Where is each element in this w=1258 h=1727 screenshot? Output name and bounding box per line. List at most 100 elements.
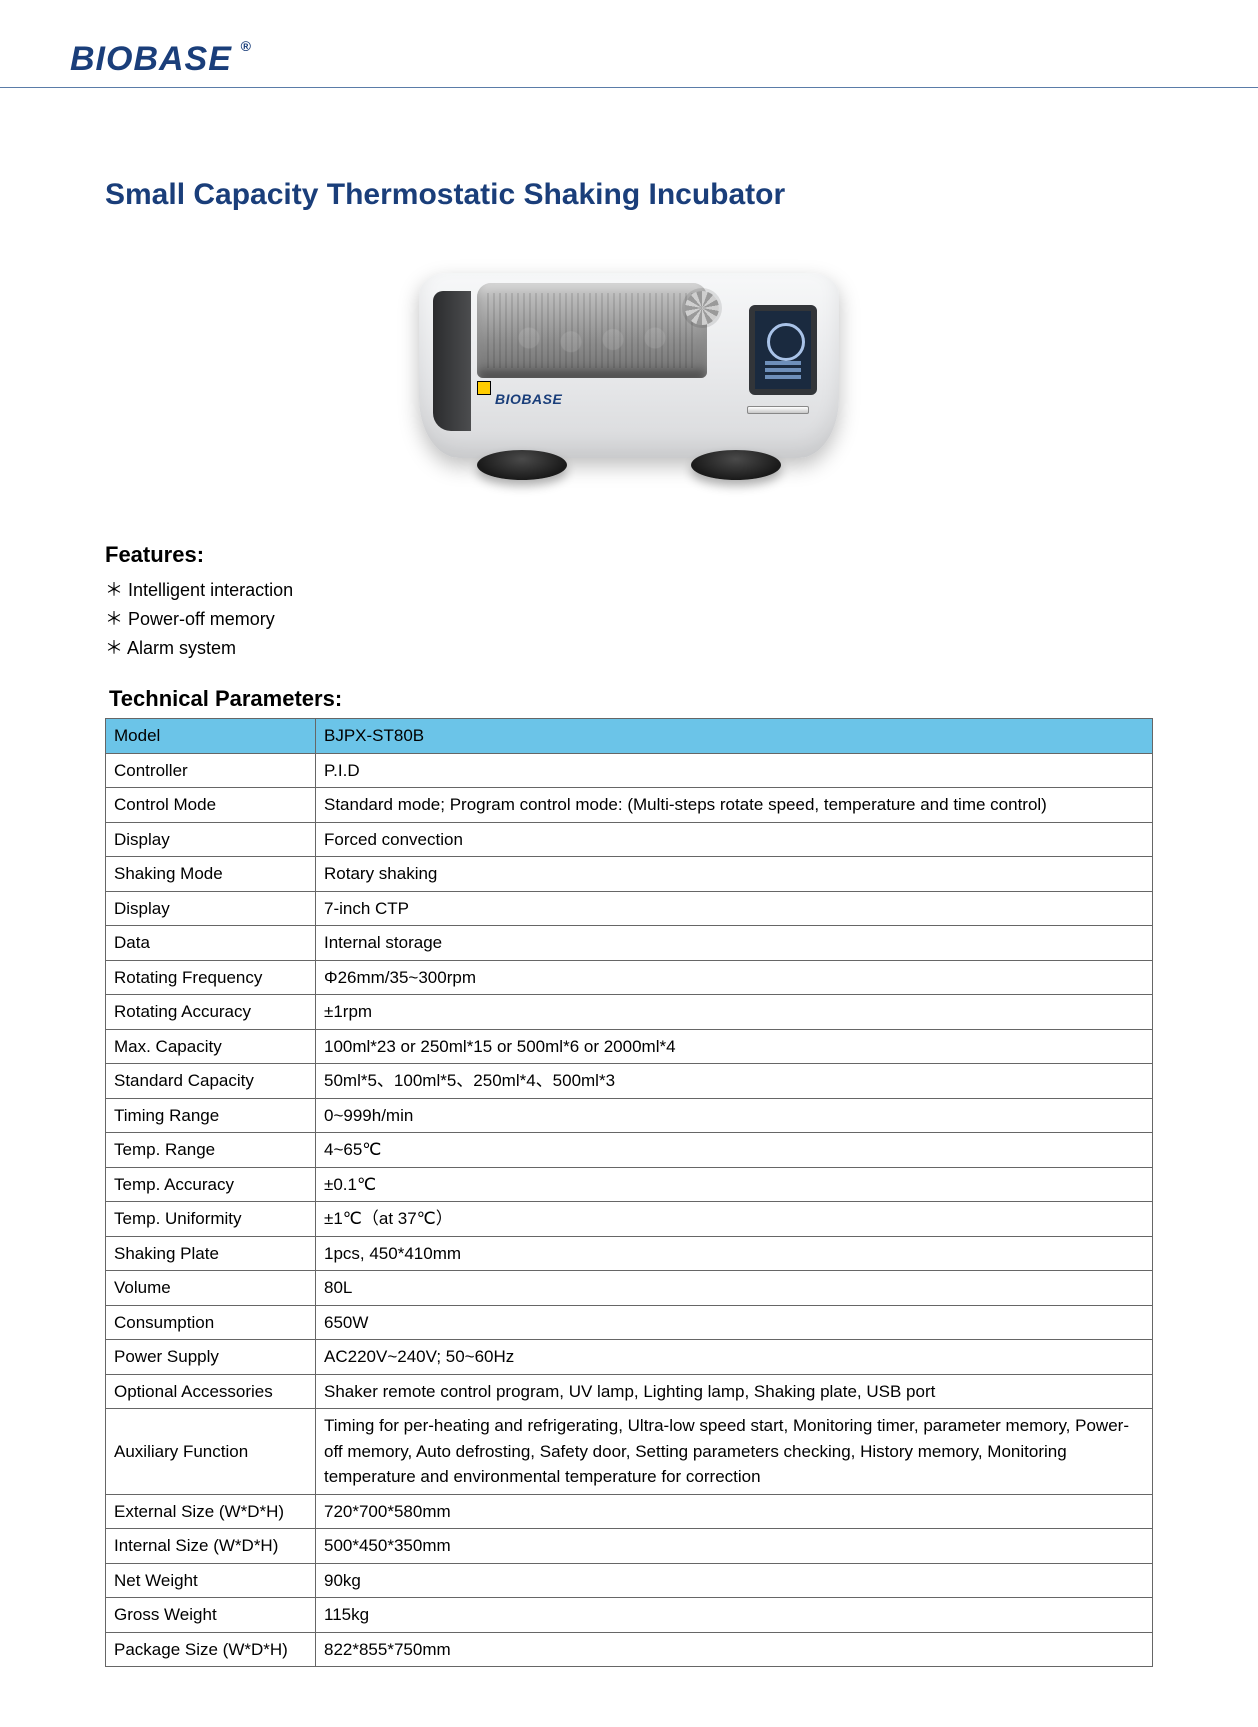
table-cell-param: Volume	[106, 1271, 316, 1306]
table-row: Temp. Range4~65℃	[106, 1133, 1153, 1168]
table-row: Display7-inch CTP	[106, 891, 1153, 926]
table-cell-param: Temp. Range	[106, 1133, 316, 1168]
table-row: Shaking Plate1pcs, 450*410mm	[106, 1236, 1153, 1271]
table-cell-value: 7-inch CTP	[316, 891, 1153, 926]
table-cell-value: 650W	[316, 1305, 1153, 1340]
brand-logo: BIOBASE®	[70, 40, 232, 79]
table-cell-param: Package Size (W*D*H)	[106, 1632, 316, 1667]
table-row: Internal Size (W*D*H)500*450*350mm	[106, 1529, 1153, 1564]
table-cell-param: Display	[106, 822, 316, 857]
registered-symbol: ®	[241, 38, 252, 54]
table-cell-param: Net Weight	[106, 1563, 316, 1598]
table-cell-param: Shaking Mode	[106, 857, 316, 892]
features-list: Intelligent interactionPower-off memoryA…	[105, 576, 1153, 662]
table-cell-value: Φ26mm/35~300rpm	[316, 960, 1153, 995]
table-cell-value: ±1℃（at 37℃）	[316, 1202, 1153, 1237]
page-title: Small Capacity Thermostatic Shaking Incu…	[105, 178, 1153, 212]
table-cell-param: Auxiliary Function	[106, 1409, 316, 1495]
table-cell-value: ±0.1℃	[316, 1167, 1153, 1202]
table-row: DataInternal storage	[106, 926, 1153, 961]
table-cell-value: P.I.D	[316, 753, 1153, 788]
table-cell-value: Rotary shaking	[316, 857, 1153, 892]
table-cell-param: Consumption	[106, 1305, 316, 1340]
table-cell-value: ±1rpm	[316, 995, 1153, 1030]
table-cell-param: Temp. Uniformity	[106, 1202, 316, 1237]
table-row: Package Size (W*D*H)822*855*750mm	[106, 1632, 1153, 1667]
table-cell-param: Internal Size (W*D*H)	[106, 1529, 316, 1564]
table-row: DisplayForced convection	[106, 822, 1153, 857]
table-row: ModelBJPX-ST80B	[106, 719, 1153, 754]
table-cell-param: Rotating Frequency	[106, 960, 316, 995]
device-foot-right	[691, 450, 781, 480]
table-cell-param: Shaking Plate	[106, 1236, 316, 1271]
features-heading: Features:	[105, 542, 1153, 568]
table-cell-param: Timing Range	[106, 1098, 316, 1133]
device-window	[477, 283, 707, 378]
table-cell-value: 100ml*23 or 250ml*15 or 500ml*6 or 2000m…	[316, 1029, 1153, 1064]
table-row: Standard Capacity50ml*5、100ml*5、250ml*4、…	[106, 1064, 1153, 1099]
feature-item: Intelligent interaction	[105, 576, 1153, 605]
table-cell-value: 500*450*350mm	[316, 1529, 1153, 1564]
table-row: Rotating FrequencyΦ26mm/35~300rpm	[106, 960, 1153, 995]
table-cell-param: Gross Weight	[106, 1598, 316, 1633]
fan-icon	[685, 291, 719, 325]
feature-item: Alarm system	[105, 634, 1153, 663]
table-row: Timing Range0~999h/min	[106, 1098, 1153, 1133]
device-body: BIOBASE	[419, 273, 839, 458]
table-cell-value: Internal storage	[316, 926, 1153, 961]
table-cell-value: Timing for per-heating and refrigerating…	[316, 1409, 1153, 1495]
table-cell-param: Display	[106, 891, 316, 926]
table-cell-param: Controller	[106, 753, 316, 788]
table-cell-value: Shaker remote control program, UV lamp, …	[316, 1374, 1153, 1409]
table-row: ControllerP.I.D	[106, 753, 1153, 788]
table-cell-value: 50ml*5、100ml*5、250ml*4、500ml*3	[316, 1064, 1153, 1099]
brand-text: BIOBASE	[70, 40, 232, 78]
product-figure: BIOBASE	[105, 242, 1153, 522]
feature-item: Power-off memory	[105, 605, 1153, 634]
table-row: Max. Capacity100ml*23 or 250ml*15 or 500…	[106, 1029, 1153, 1064]
table-row: Shaking ModeRotary shaking	[106, 857, 1153, 892]
device-foot-left	[477, 450, 567, 480]
table-cell-value: 90kg	[316, 1563, 1153, 1598]
table-cell-param: Temp. Accuracy	[106, 1167, 316, 1202]
table-cell-value: 720*700*580mm	[316, 1494, 1153, 1529]
table-row: Power SupplyAC220V~240V; 50~60Hz	[106, 1340, 1153, 1375]
table-row: Control ModeStandard mode; Program contr…	[106, 788, 1153, 823]
table-cell-value: 80L	[316, 1271, 1153, 1306]
table-row: Optional AccessoriesShaker remote contro…	[106, 1374, 1153, 1409]
device-brand-label: BIOBASE	[495, 391, 562, 407]
table-cell-param: Power Supply	[106, 1340, 316, 1375]
table-cell-param: Data	[106, 926, 316, 961]
table-row: Volume80L	[106, 1271, 1153, 1306]
device-touchscreen	[749, 305, 817, 395]
table-cell-value: Forced convection	[316, 822, 1153, 857]
device-side-panel	[433, 291, 471, 431]
device-illustration: BIOBASE	[419, 242, 839, 482]
table-cell-param: Standard Capacity	[106, 1064, 316, 1099]
table-cell-value: 1pcs, 450*410mm	[316, 1236, 1153, 1271]
table-cell-param: Control Mode	[106, 788, 316, 823]
parameters-table: ModelBJPX-ST80BControllerP.I.DControl Mo…	[105, 718, 1153, 1667]
table-row: Rotating Accuracy±1rpm	[106, 995, 1153, 1030]
table-cell-param: Max. Capacity	[106, 1029, 316, 1064]
parameters-heading: Technical Parameters:	[105, 686, 1153, 712]
table-cell-value: BJPX-ST80B	[316, 719, 1153, 754]
table-cell-value: AC220V~240V; 50~60Hz	[316, 1340, 1153, 1375]
table-row: Auxiliary FunctionTiming for per-heating…	[106, 1409, 1153, 1495]
table-cell-value: 115kg	[316, 1598, 1153, 1633]
table-cell-value: 4~65℃	[316, 1133, 1153, 1168]
table-cell-param: Model	[106, 719, 316, 754]
table-cell-value: Standard mode; Program control mode: (Mu…	[316, 788, 1153, 823]
table-row: Net Weight90kg	[106, 1563, 1153, 1598]
table-row: Consumption650W	[106, 1305, 1153, 1340]
table-cell-param: Rotating Accuracy	[106, 995, 316, 1030]
warning-label-icon	[477, 381, 491, 395]
table-row: Gross Weight115kg	[106, 1598, 1153, 1633]
table-cell-param: External Size (W*D*H)	[106, 1494, 316, 1529]
parameters-tbody: ModelBJPX-ST80BControllerP.I.DControl Mo…	[106, 719, 1153, 1667]
table-row: Temp. Accuracy±0.1℃	[106, 1167, 1153, 1202]
table-cell-param: Optional Accessories	[106, 1374, 316, 1409]
table-cell-value: 822*855*750mm	[316, 1632, 1153, 1667]
page-header: BIOBASE ®	[0, 0, 1258, 88]
table-row: Temp. Uniformity±1℃（at 37℃）	[106, 1202, 1153, 1237]
